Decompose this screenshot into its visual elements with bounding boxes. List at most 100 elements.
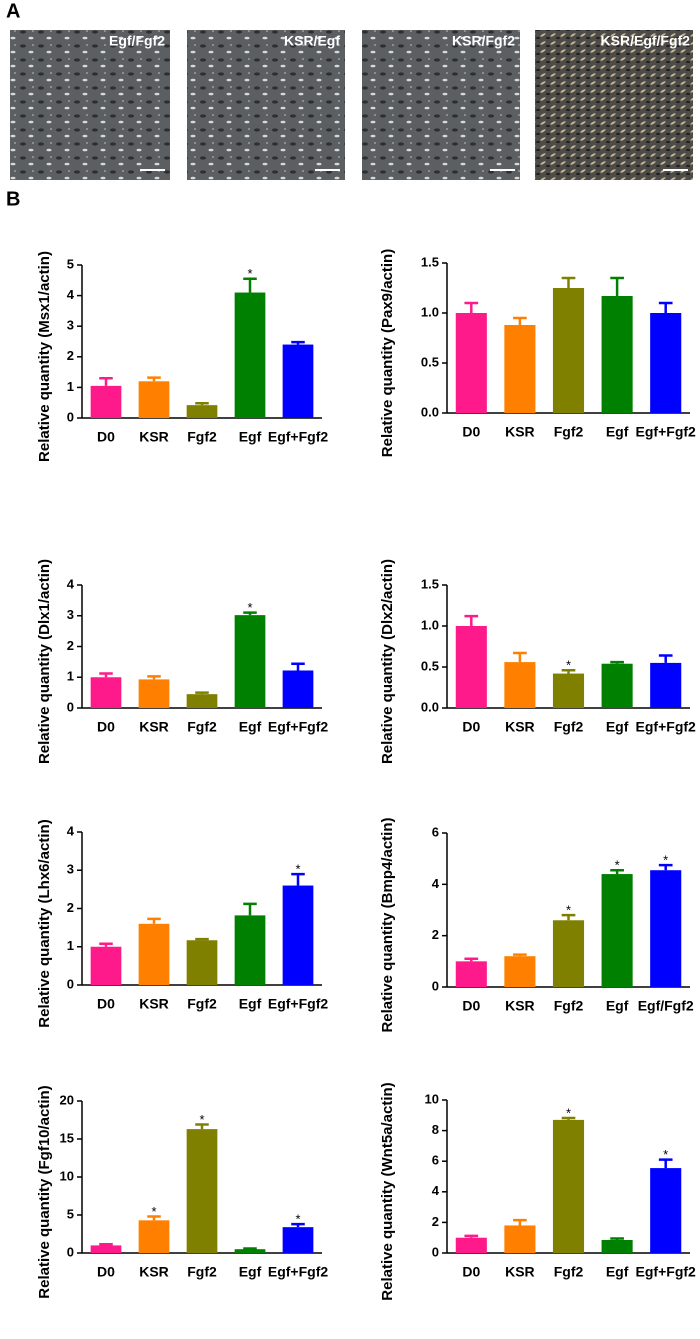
significance-mark: * <box>663 853 668 868</box>
bar <box>650 1168 682 1253</box>
error-bar <box>464 614 479 626</box>
x-tick-label: Egf <box>239 996 262 1012</box>
error-bar <box>195 1123 209 1130</box>
x-tick-label: Egf <box>239 429 262 445</box>
y-tick-label: 6 <box>432 824 439 839</box>
x-tick-label: Fgf2 <box>187 996 217 1012</box>
y-tick-label: 3 <box>67 318 74 333</box>
error-bar <box>513 316 527 325</box>
x-tick-label: Egf+Fgf2 <box>268 996 328 1012</box>
y-tick-label: 2 <box>432 927 439 942</box>
bar <box>90 385 122 418</box>
y-tick-label: 4 <box>432 1183 440 1198</box>
bar <box>282 344 314 418</box>
y-axis-label: Relative quantity (Fgf10/actin) <box>36 1085 53 1298</box>
error-bar <box>561 276 576 288</box>
error-bar <box>658 863 673 871</box>
x-tick-label: Egf+Fgf2 <box>636 424 696 440</box>
x-tick-label: Egf+Fgf2 <box>636 719 696 735</box>
error-bar <box>291 872 305 886</box>
bar <box>601 1239 633 1253</box>
x-tick-label: Egf <box>239 1264 262 1280</box>
bar <box>455 626 487 708</box>
bar <box>455 961 487 987</box>
x-tick-label: KSR <box>505 719 535 735</box>
significance-mark: * <box>247 600 252 615</box>
x-tick-label: Fgf2 <box>187 719 217 735</box>
y-tick-label: 0.5 <box>421 354 439 369</box>
error-bar <box>464 1234 479 1238</box>
x-tick-label: Fgf2 <box>554 998 584 1014</box>
bar <box>90 946 122 985</box>
y-tick-label: 2 <box>67 638 74 653</box>
bar <box>138 1220 170 1253</box>
bar <box>504 662 536 708</box>
bar <box>552 673 585 708</box>
y-tick-label: 1 <box>67 669 74 684</box>
x-tick-label: KSR <box>139 996 169 1012</box>
bar <box>601 874 633 987</box>
error-bar <box>243 611 257 616</box>
significance-mark: * <box>295 862 300 877</box>
error-bar <box>99 1243 113 1246</box>
y-axis-label: Relative quantity (Bmp4/actin) <box>379 817 396 1032</box>
x-tick-label: KSR <box>139 1264 169 1280</box>
panel-label: B <box>6 188 20 210</box>
error-bar <box>243 1247 257 1250</box>
x-tick-label: D0 <box>462 719 480 735</box>
error-bar <box>513 953 527 957</box>
bar <box>234 1249 266 1253</box>
bar <box>234 615 266 708</box>
x-tick-label: Fgf2 <box>187 1264 217 1280</box>
x-tick-label: KSR <box>505 998 535 1014</box>
y-tick-label: 5 <box>67 256 74 271</box>
x-tick-label: Egf+Fgf2 <box>636 1264 696 1280</box>
bar <box>650 662 682 708</box>
error-bar <box>610 276 624 296</box>
error-bar <box>147 1215 161 1221</box>
x-tick-label: Fgf2 <box>554 424 584 440</box>
y-tick-label: 6 <box>432 1153 439 1168</box>
panel-label: A <box>6 0 20 22</box>
error-bar <box>147 675 161 680</box>
significance-mark: * <box>663 1147 668 1162</box>
y-tick-label: 0 <box>67 976 74 991</box>
error-bar <box>561 913 576 921</box>
bar <box>552 920 585 987</box>
x-tick-label: Egf <box>606 998 629 1014</box>
bar <box>455 313 487 413</box>
y-tick-label: 15 <box>60 1130 74 1145</box>
bar <box>504 956 536 987</box>
error-bar <box>513 651 527 663</box>
image-label: Egf/Fgf2 <box>109 33 165 49</box>
micrograph <box>10 30 693 180</box>
bar <box>138 679 170 708</box>
x-tick-label: D0 <box>97 1264 115 1280</box>
error-bar <box>147 376 161 382</box>
error-bar <box>658 301 673 313</box>
x-tick-label: KSR <box>139 719 169 735</box>
y-tick-label: 1.0 <box>421 617 439 632</box>
bar <box>282 885 314 985</box>
x-tick-label: D0 <box>462 424 480 440</box>
y-axis-label: Relative quantity (Dlx2/actin) <box>379 559 396 764</box>
significance-mark: * <box>247 266 252 281</box>
error-bar <box>243 277 257 293</box>
error-bar <box>195 937 209 941</box>
error-bar <box>99 672 113 678</box>
error-bar <box>464 301 479 313</box>
image-label: KSR/Egf <box>284 33 340 49</box>
y-axis-label: Relative quantity (Pax9/actin) <box>379 249 396 457</box>
error-bar <box>464 957 479 962</box>
x-tick-label: D0 <box>462 1264 480 1280</box>
bar <box>455 1237 487 1253</box>
x-tick-label: Egf <box>606 424 629 440</box>
bar <box>138 923 170 985</box>
y-tick-label: 1.0 <box>421 304 439 319</box>
bar <box>234 292 266 418</box>
error-bar <box>561 1116 576 1120</box>
y-axis-label: Relative quantity (Wnt5a/actin) <box>379 1082 396 1300</box>
error-bar <box>291 340 305 345</box>
image-label: KSR/Fgf2 <box>452 33 515 49</box>
bar <box>90 1245 122 1253</box>
